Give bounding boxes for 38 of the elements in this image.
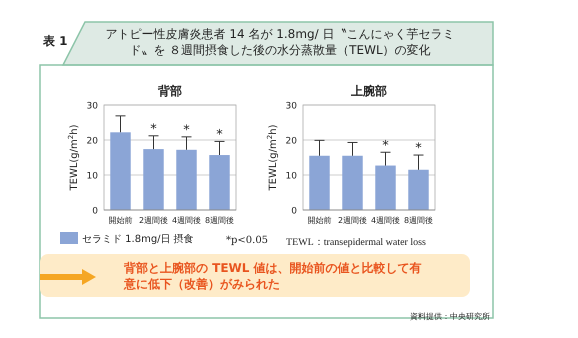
annotation: * <box>216 127 224 142</box>
bar <box>408 170 429 210</box>
bar <box>309 156 330 210</box>
x-tick-label: 4週間後 <box>370 216 400 225</box>
legend-label: セラミド 1.8mg/日 摂食 <box>82 233 194 245</box>
bar <box>209 155 230 210</box>
y-tick-label: 0 <box>92 206 98 216</box>
x-tick-label: 8週間後 <box>204 216 234 225</box>
x-tick-label: 開始前 <box>108 216 132 225</box>
y-tick-label: 10 <box>286 172 298 182</box>
chart-title: 背部 <box>157 84 182 98</box>
chart-title: 上腕部 <box>350 84 387 98</box>
text: 資料提供：中央研究所 <box>409 311 490 322</box>
bar <box>342 156 363 210</box>
text: 背部と上腕部の TEWL 値は、開始前の値と比較して有意に低下（改善）がみられた <box>124 260 423 292</box>
bar <box>110 132 131 210</box>
text: 表 1 <box>43 33 68 50</box>
y-tick-label: 30 <box>86 102 98 112</box>
annotation: * <box>415 141 422 156</box>
annotation: * <box>150 122 158 137</box>
y-tick-label: 0 <box>291 206 298 216</box>
y-tick-label: 30 <box>286 102 298 112</box>
bar <box>143 149 164 210</box>
x-tick-label: 2週間後 <box>338 216 368 225</box>
annotation: * <box>382 138 390 154</box>
bar <box>375 166 396 210</box>
y-tick-label: 10 <box>86 172 98 182</box>
bar <box>176 150 197 210</box>
x-tick-label: 8週間後 <box>404 216 434 225</box>
x-tick-label: 開始前 <box>308 216 332 225</box>
y-tick-label: 20 <box>286 136 298 146</box>
text: *p<0.05 <box>226 235 268 246</box>
text: TEWL：transepidermal water loss <box>286 236 426 249</box>
text: アトピー性皮膚炎患者 14 名が 1.8mg/ 日〝こんにゃく芋セラミド〟を ８週間摂食した後の水分蒸散量（TEWL）の変化 <box>104 26 456 58</box>
x-tick-label: 4週間後 <box>172 216 202 225</box>
x-tick-label: 2週間後 <box>138 216 168 225</box>
annotation: * <box>183 122 190 138</box>
y-tick-label: 20 <box>86 136 98 146</box>
